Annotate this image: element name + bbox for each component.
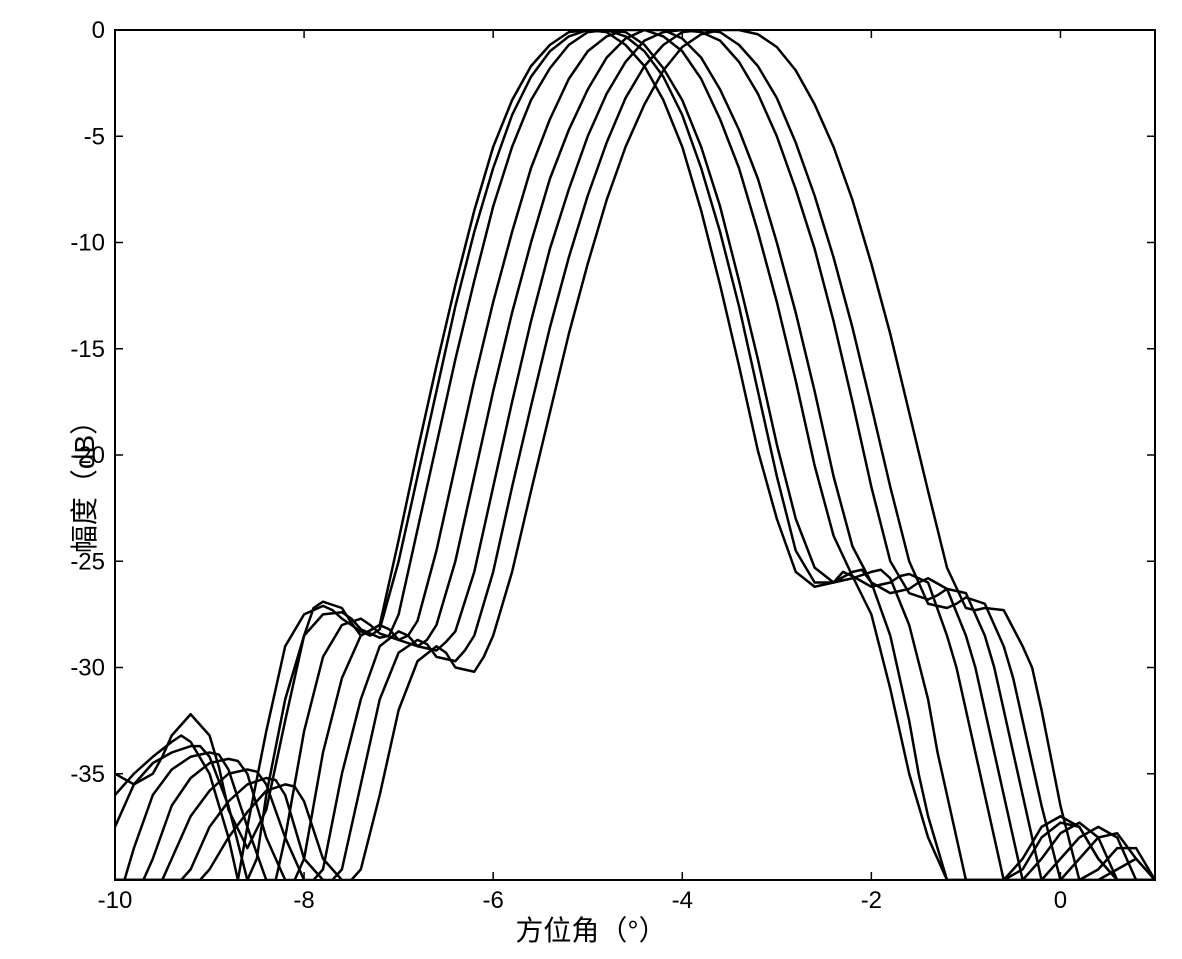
svg-text:-10: -10 [70,230,105,257]
svg-text:-4: -4 [672,887,693,914]
svg-text:-30: -30 [70,655,105,682]
svg-text:-10: -10 [98,887,133,914]
svg-text:-25: -25 [70,548,105,575]
svg-text:-5: -5 [84,123,105,150]
chart-svg: -10-8-6-4-200-5-10-15-20-25-30-35 [0,0,1182,959]
svg-text:0: 0 [92,17,105,44]
svg-text:-6: -6 [483,887,504,914]
svg-text:-35: -35 [70,761,105,788]
svg-text:-8: -8 [293,887,314,914]
svg-text:0: 0 [1054,887,1067,914]
svg-text:-15: -15 [70,336,105,363]
svg-text:-20: -20 [70,442,105,469]
svg-text:-2: -2 [861,887,882,914]
